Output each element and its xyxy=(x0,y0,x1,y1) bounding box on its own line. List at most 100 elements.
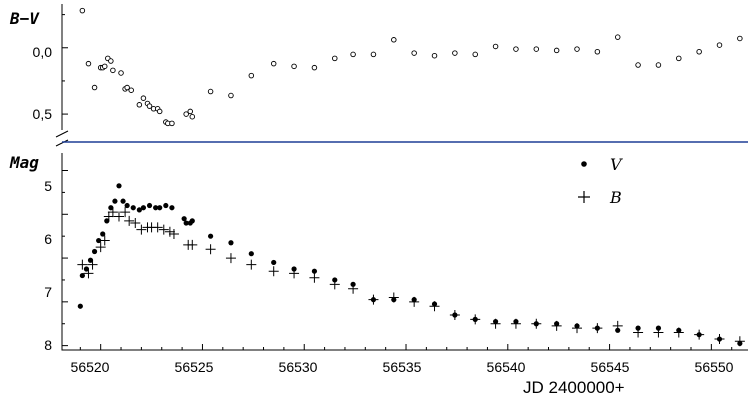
v-mag-point xyxy=(228,240,234,246)
b-mag-point xyxy=(673,327,684,338)
x-tick-label: 56520 xyxy=(71,359,110,375)
b-mag-point xyxy=(87,259,98,270)
b-mag-point xyxy=(158,224,169,235)
bv-point xyxy=(183,111,189,117)
data-marks xyxy=(77,7,745,347)
b-mag-point xyxy=(368,294,379,305)
bv-point xyxy=(737,35,743,42)
bv-point xyxy=(635,62,641,68)
v-mag-point xyxy=(77,303,83,309)
bv-point xyxy=(614,34,621,40)
bv-point xyxy=(696,48,702,55)
plot-frame xyxy=(61,4,748,351)
axis-break-mark xyxy=(55,130,69,147)
b-mag-point xyxy=(633,327,644,338)
b-mag-point xyxy=(77,259,88,270)
bv-point xyxy=(655,62,662,68)
b-mag-point xyxy=(531,318,542,329)
v-mag-point xyxy=(207,233,214,239)
v-mag-point xyxy=(104,218,110,224)
bv-point xyxy=(91,84,98,91)
v-mag-point xyxy=(116,183,122,189)
bv-point xyxy=(452,50,458,56)
bv-point xyxy=(492,43,499,50)
b-mag-point xyxy=(409,296,420,307)
b-mag-point xyxy=(592,323,603,334)
b-mag-point xyxy=(95,242,106,253)
v-mag-point xyxy=(87,257,94,263)
top-y-tick-label: 0,5 xyxy=(33,106,53,122)
top-y-tick-label: 0,0 xyxy=(33,44,53,60)
bv-point xyxy=(553,47,560,54)
b-mag-point xyxy=(470,314,481,325)
x-tick-label: 56540 xyxy=(487,359,526,375)
legend-marker-b xyxy=(578,191,590,203)
bv-point xyxy=(79,7,86,14)
bv-point xyxy=(146,103,153,109)
v-mag-point xyxy=(311,268,318,274)
b-mag-point xyxy=(612,320,623,331)
b-mag-point xyxy=(329,279,340,290)
x-axis-label: JD 2400000+ xyxy=(523,378,625,397)
b-mag-point xyxy=(225,253,236,264)
bv-point xyxy=(311,64,318,71)
v-mag-point xyxy=(112,198,118,204)
b-mag-point xyxy=(490,318,501,329)
bv-point xyxy=(110,67,116,74)
bv-point xyxy=(101,63,108,70)
bv-point xyxy=(156,108,163,115)
axis-ticks xyxy=(62,14,733,350)
bottom-y-tick-label: 5 xyxy=(44,178,52,194)
bv-point xyxy=(228,92,234,99)
b-mag-point xyxy=(107,207,118,218)
x-tick-label: 56530 xyxy=(279,359,318,375)
bv-point xyxy=(187,108,193,115)
bv-point xyxy=(118,70,124,76)
bv-point xyxy=(207,88,214,95)
v-mag-point xyxy=(146,202,153,209)
legend-label-v: V xyxy=(610,155,623,174)
legend: V B xyxy=(578,155,623,207)
b-mag-point xyxy=(449,309,460,320)
bv-point xyxy=(248,72,255,79)
bv-point xyxy=(594,48,601,55)
v-mag-point xyxy=(130,205,136,211)
v-mag-point xyxy=(248,251,254,257)
b-mag-point xyxy=(130,218,141,229)
v-mag-point xyxy=(189,218,195,224)
bv-point xyxy=(370,51,377,58)
x-tick-label: 56535 xyxy=(383,359,422,375)
v-mag-point xyxy=(140,205,147,211)
bv-point xyxy=(411,50,417,56)
bv-point xyxy=(85,60,92,67)
v-mag-point xyxy=(153,205,159,211)
bv-point xyxy=(124,84,130,91)
bv-point xyxy=(431,52,438,59)
b-mag-point xyxy=(714,334,725,345)
v-mag-point xyxy=(169,205,175,211)
v-mag-point xyxy=(163,202,169,209)
b-mag-point xyxy=(653,327,664,338)
b-mag-point xyxy=(694,329,705,340)
b-mag-point xyxy=(268,266,279,277)
x-tick-label: 56525 xyxy=(175,359,214,375)
v-mag-point xyxy=(136,207,142,213)
v-mag-point xyxy=(79,272,85,279)
b-mag-point xyxy=(103,211,114,222)
bv-point xyxy=(391,37,397,43)
b-mag-point xyxy=(136,224,147,235)
bottom-y-tick-label: 7 xyxy=(44,284,52,300)
b-mag-point xyxy=(309,272,320,283)
v-mag-point xyxy=(271,259,277,266)
b-mag-point xyxy=(168,228,179,239)
bv-point xyxy=(574,46,580,52)
b-mag-point xyxy=(572,323,583,334)
v-mag-point xyxy=(91,248,98,255)
b-mag-point xyxy=(388,292,399,303)
v-mag-point xyxy=(181,216,187,222)
bv-point xyxy=(189,113,196,120)
b-mag-point xyxy=(99,235,110,246)
bv-point xyxy=(108,58,114,64)
b-mag-point xyxy=(205,244,216,255)
